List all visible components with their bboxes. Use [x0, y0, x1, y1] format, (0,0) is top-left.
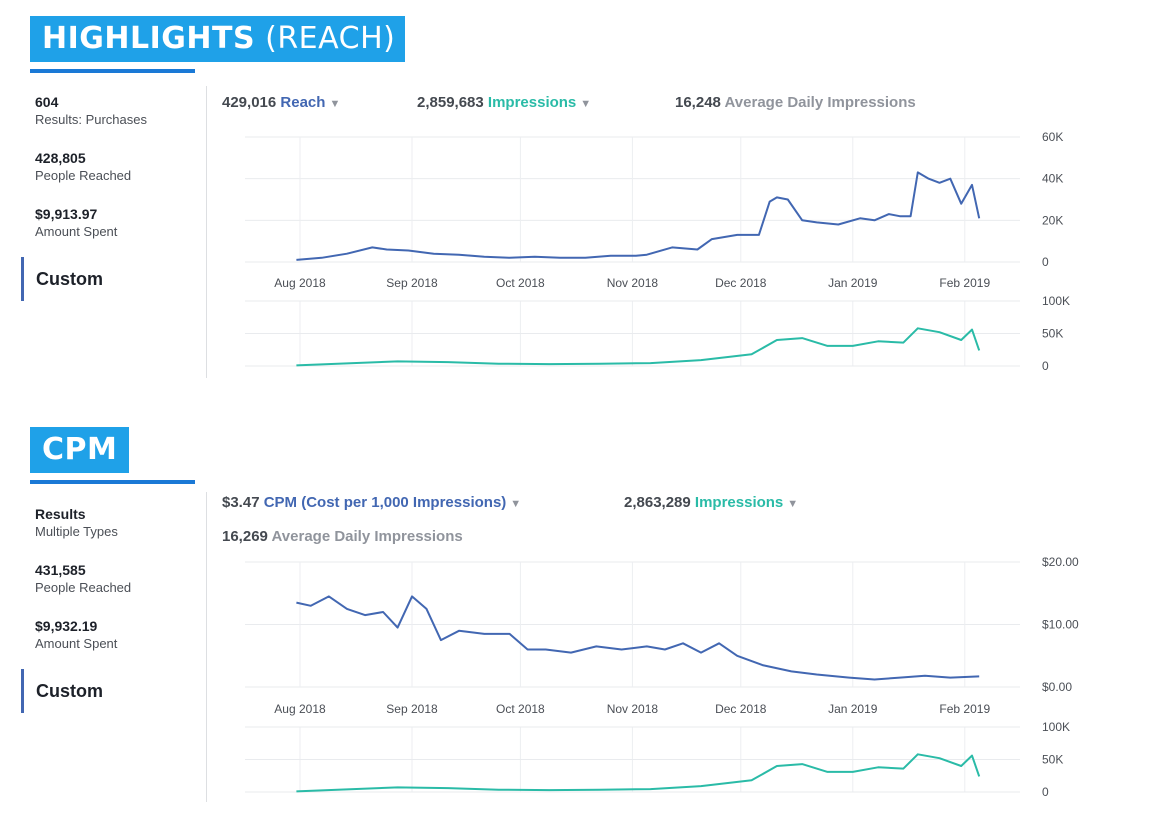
y-tick-label: 100K: [1042, 294, 1070, 308]
banner-underline: [30, 69, 195, 73]
x-tick-label: Dec 2018: [715, 276, 767, 290]
x-tick-label: Sep 2018: [386, 276, 438, 290]
reach-chart: 60K 40K 20K 0 Aug 2018 Sep 2018 Oct 2018 Nov 20…: [245, 130, 1070, 373]
metric-label: Impressions: [694, 494, 784, 511]
stat-value: 431,585: [35, 562, 86, 578]
banner-title-bold: HIGHLIGHTS: [42, 21, 256, 56]
divider: [206, 492, 207, 802]
x-tick-label: Nov 2018: [607, 702, 659, 716]
x-tick-label: Jan 2019: [828, 276, 878, 290]
stat-people-reached: 428,805 People Reached: [35, 150, 131, 183]
custom-filter[interactable]: Custom: [21, 669, 103, 713]
stat-amount-spent: $9,932.19 Amount Spent: [35, 618, 117, 651]
x-tick-label: Oct 2018: [496, 276, 545, 290]
x-tick-label: Aug 2018: [274, 702, 326, 716]
y-tick-label: 20K: [1042, 213, 1063, 227]
banner-title-bold: CPM: [42, 432, 118, 467]
x-tick-label: Feb 2019: [939, 702, 990, 716]
stat-label: Multiple Types: [35, 524, 118, 539]
metric-cpm[interactable]: $3.47 CPM (Cost per 1,000 Impressions) ▼: [222, 494, 521, 511]
series-line-primary: [296, 595, 980, 681]
y-tick-label: 0: [1042, 359, 1049, 373]
cpm-chart: $20.00 $10.00 $0.00 Aug 2018 Sep 2018 Oct 201…: [245, 555, 1079, 799]
metric-value: $3.47: [222, 494, 260, 511]
stat-value: $9,913.97: [35, 206, 98, 222]
y-tick-label: 100K: [1042, 720, 1070, 734]
chevron-down-icon[interactable]: ▼: [510, 498, 522, 510]
metric-label: Average Daily Impressions: [724, 94, 916, 111]
metric-value: 2,863,289: [624, 494, 691, 511]
x-tick-label: Aug 2018: [274, 276, 326, 290]
divider: [206, 86, 207, 378]
metric-label: Average Daily Impressions: [271, 528, 463, 545]
stat-label: Results: Purchases: [35, 112, 147, 127]
y-tick-label: 50K: [1042, 753, 1063, 767]
metric-avg-daily-impressions: 16,248 Average Daily Impressions: [675, 94, 916, 111]
x-tick-label: Dec 2018: [715, 702, 767, 716]
y-tick-label: $20.00: [1042, 555, 1079, 569]
metric-impressions[interactable]: 2,859,683 Impressions ▼: [417, 94, 591, 111]
cpm-panel: CPM Results Multiple Types 431,585 Peopl…: [0, 412, 1151, 832]
metric-value: 16,248: [675, 94, 721, 111]
stat-label: People Reached: [35, 168, 132, 183]
section-banner: HIGHLIGHTS (REACH): [30, 16, 406, 62]
metric-avg-daily-impressions: 16,269 Average Daily Impressions: [222, 528, 463, 545]
y-tick-label: 50K: [1042, 327, 1063, 341]
stat-label: Amount Spent: [35, 636, 118, 651]
stat-people-reached: 431,585 People Reached: [35, 562, 131, 595]
metric-value: 16,269: [222, 528, 268, 545]
x-tick-label: Oct 2018: [496, 702, 545, 716]
series-line-secondary: [296, 327, 981, 367]
stat-value: Results: [35, 506, 86, 522]
stat-label: Amount Spent: [35, 224, 118, 239]
y-tick-label: $10.00: [1042, 618, 1079, 632]
stat-value: $9,932.19: [35, 618, 98, 634]
y-tick-label: 40K: [1042, 172, 1063, 186]
stat-results: Results Multiple Types: [35, 506, 118, 539]
stat-results: 604 Results: Purchases: [35, 94, 147, 127]
metric-reach[interactable]: 429,016 Reach ▼: [222, 94, 340, 111]
x-tick-label: Nov 2018: [607, 276, 659, 290]
x-tick-label: Jan 2019: [828, 702, 878, 716]
y-tick-label: 0: [1042, 785, 1049, 799]
y-tick-label: 0: [1042, 255, 1049, 269]
reach-panel: HIGHLIGHTS (REACH) 604 Results: Purchase…: [0, 0, 1151, 400]
series-line-primary: [296, 171, 981, 261]
banner-underline: [30, 480, 195, 484]
stat-label: People Reached: [35, 580, 132, 595]
x-tick-label: Sep 2018: [386, 702, 438, 716]
chevron-down-icon[interactable]: ▼: [329, 98, 341, 110]
y-tick-label: $0.00: [1042, 680, 1072, 694]
series-line-secondary: [296, 753, 981, 793]
chevron-down-icon[interactable]: ▼: [580, 98, 592, 110]
stat-amount-spent: $9,913.97 Amount Spent: [35, 206, 117, 239]
x-tick-label: Feb 2019: [939, 276, 990, 290]
banner-title-thin: (REACH): [255, 21, 396, 56]
metric-impressions[interactable]: 2,863,289 Impressions ▼: [624, 494, 798, 511]
metric-label: Reach: [280, 94, 326, 111]
stat-value: 604: [35, 94, 59, 110]
custom-filter[interactable]: Custom: [21, 257, 103, 301]
metric-label: CPM (Cost per 1,000 Impressions): [263, 494, 507, 511]
metric-label: Impressions: [487, 94, 577, 111]
metric-value: 2,859,683: [417, 94, 484, 111]
metric-value: 429,016: [222, 94, 277, 111]
chevron-down-icon[interactable]: ▼: [787, 498, 799, 510]
section-banner: CPM: [30, 427, 130, 473]
y-tick-label: 60K: [1042, 130, 1063, 144]
stat-value: 428,805: [35, 150, 86, 166]
